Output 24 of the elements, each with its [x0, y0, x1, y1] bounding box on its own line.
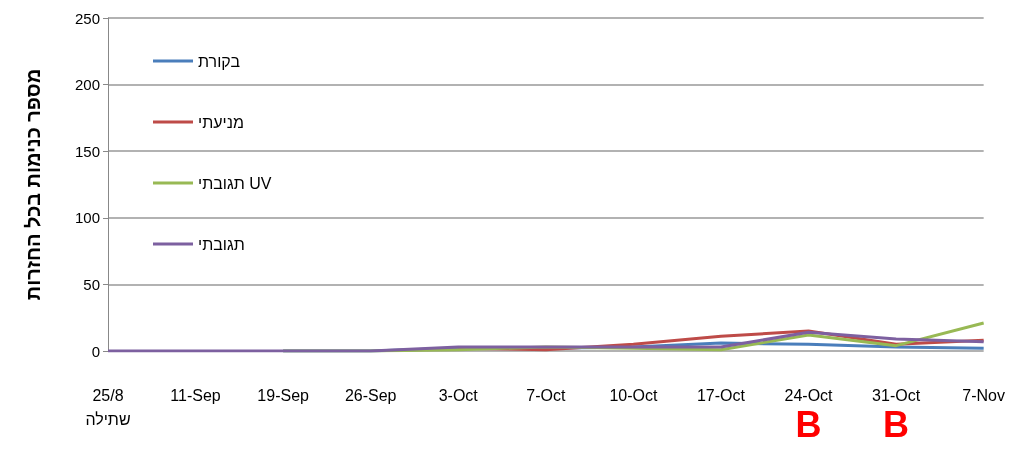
text: B	[795, 403, 822, 445]
x-tick-label: 11-Sep	[170, 386, 221, 404]
legend-label: בקורת	[198, 52, 241, 70]
legend-label: מניעתי	[198, 113, 244, 131]
x-tick-label: 26-Sep	[344, 386, 397, 404]
line-series	[106, 330, 986, 353]
x-tick-label: 7-Oct	[526, 386, 566, 404]
y-tick-label: 100	[74, 209, 100, 227]
y-tick-label: 200	[74, 76, 100, 94]
y-axis-title: מספר כנימות בכל החזרות	[22, 68, 44, 301]
y-tick-label: 0	[91, 342, 100, 360]
x-tick-label: 31-Oct	[872, 386, 921, 404]
text: B	[883, 403, 910, 445]
x-tick-label: 3-Oct	[438, 386, 479, 404]
legend-label: תגובתי	[198, 235, 245, 253]
x-tick-label: 24-Oct	[784, 386, 834, 404]
x-tick-label: 17-Oct	[696, 386, 746, 404]
y-tick-label: 50	[83, 275, 100, 293]
x-tick-label: 7-Nov	[962, 386, 1005, 404]
y-tick-label: 250	[74, 9, 100, 27]
y-tick-label: 150	[74, 142, 100, 160]
legend-label: תגובתי UV	[198, 174, 272, 192]
x-tick-label: 10-Oct	[609, 386, 658, 404]
x-tick-label: 19-Sep	[257, 386, 310, 404]
